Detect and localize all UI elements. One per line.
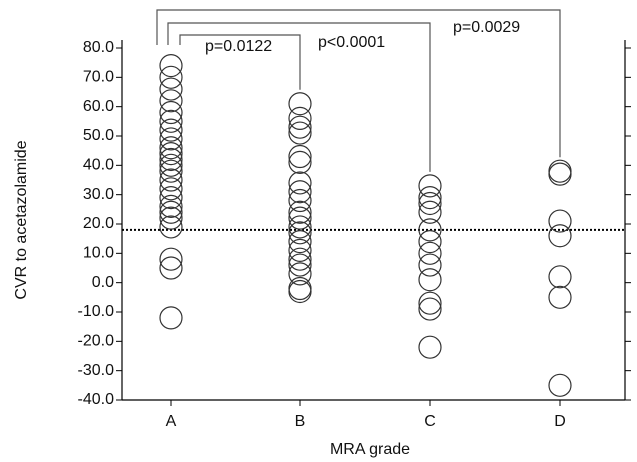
x-tick-label: A xyxy=(166,413,177,430)
x-tick-label: D xyxy=(554,413,566,430)
data-point xyxy=(288,180,312,204)
y-tick-label: -30.0 xyxy=(78,362,115,379)
data-point xyxy=(288,200,312,224)
data-point xyxy=(288,115,312,139)
data-point xyxy=(288,92,312,116)
data-point xyxy=(288,238,312,262)
data-point xyxy=(288,221,312,245)
significance-bracket xyxy=(167,22,431,172)
data-point xyxy=(159,256,183,280)
y-tick-label: 60.0 xyxy=(83,98,114,115)
data-point xyxy=(159,186,183,210)
data-point xyxy=(159,127,183,151)
data-point xyxy=(418,241,442,265)
data-point xyxy=(418,230,442,254)
data-point xyxy=(418,297,442,321)
data-point xyxy=(418,291,442,315)
data-point xyxy=(159,136,183,160)
data-point xyxy=(548,265,572,289)
p-value-label: p=0.0122 xyxy=(205,38,272,55)
y-tick-label: 20.0 xyxy=(83,215,114,232)
y-tick-label: -10.0 xyxy=(78,303,115,320)
data-point xyxy=(288,106,312,131)
data-point xyxy=(159,153,183,177)
significance-bracket xyxy=(156,9,561,158)
data-point xyxy=(548,373,572,397)
y-tick-label: 70.0 xyxy=(83,69,114,86)
data-point xyxy=(159,65,183,89)
data-point xyxy=(159,77,183,101)
data-point xyxy=(418,191,442,216)
p-value-label: p<0.0001 xyxy=(318,34,385,51)
data-point xyxy=(288,144,312,169)
data-point xyxy=(159,109,183,133)
data-point xyxy=(288,121,312,145)
y-axis-label: CVR to acetazolamide xyxy=(13,140,30,299)
data-point xyxy=(288,188,312,213)
data-point xyxy=(159,194,183,218)
x-axis-label: MRA grade xyxy=(330,441,410,458)
data-point xyxy=(288,206,312,230)
x-tick-label: C xyxy=(424,413,436,430)
data-point xyxy=(418,268,442,292)
y-tick-label: 10.0 xyxy=(83,245,114,262)
data-point xyxy=(159,200,183,224)
data-point xyxy=(288,230,312,254)
data-point xyxy=(288,215,312,239)
data-point xyxy=(548,162,572,186)
data-point xyxy=(159,306,183,330)
data-point xyxy=(418,186,442,210)
data-point xyxy=(418,218,442,242)
data-point xyxy=(159,247,183,271)
data-point xyxy=(288,279,312,304)
data-point xyxy=(288,247,312,271)
p-value-label: p=0.0029 xyxy=(453,19,520,36)
y-tick-label: 50.0 xyxy=(83,127,114,144)
data-point xyxy=(159,177,183,201)
data-point xyxy=(159,53,183,78)
data-point xyxy=(159,89,183,113)
data-point xyxy=(418,174,442,198)
data-point xyxy=(159,147,183,172)
data-point xyxy=(288,150,312,174)
y-tick-label: -20.0 xyxy=(78,333,115,350)
x-tick-label: B xyxy=(295,413,306,430)
y-tick-label: 40.0 xyxy=(83,157,114,174)
data-point xyxy=(159,142,183,166)
significance-bracket xyxy=(179,34,301,90)
data-point xyxy=(418,200,442,224)
data-point xyxy=(288,253,312,277)
data-point xyxy=(159,168,183,192)
data-point xyxy=(159,159,183,183)
data-point xyxy=(288,171,312,195)
data-point xyxy=(548,209,572,233)
y-tick-label: -40.0 xyxy=(78,391,115,408)
data-point xyxy=(418,335,442,359)
data-point xyxy=(548,224,572,248)
y-tick-label: 30.0 xyxy=(83,186,114,203)
data-point xyxy=(288,262,312,286)
data-point xyxy=(159,100,183,125)
data-point xyxy=(159,118,183,142)
data-point xyxy=(548,285,572,309)
y-tick-label: 80.0 xyxy=(83,39,114,56)
data-point xyxy=(159,206,183,230)
data-point xyxy=(159,215,183,239)
data-point xyxy=(418,253,442,277)
y-tick-label: 0.0 xyxy=(92,274,114,291)
